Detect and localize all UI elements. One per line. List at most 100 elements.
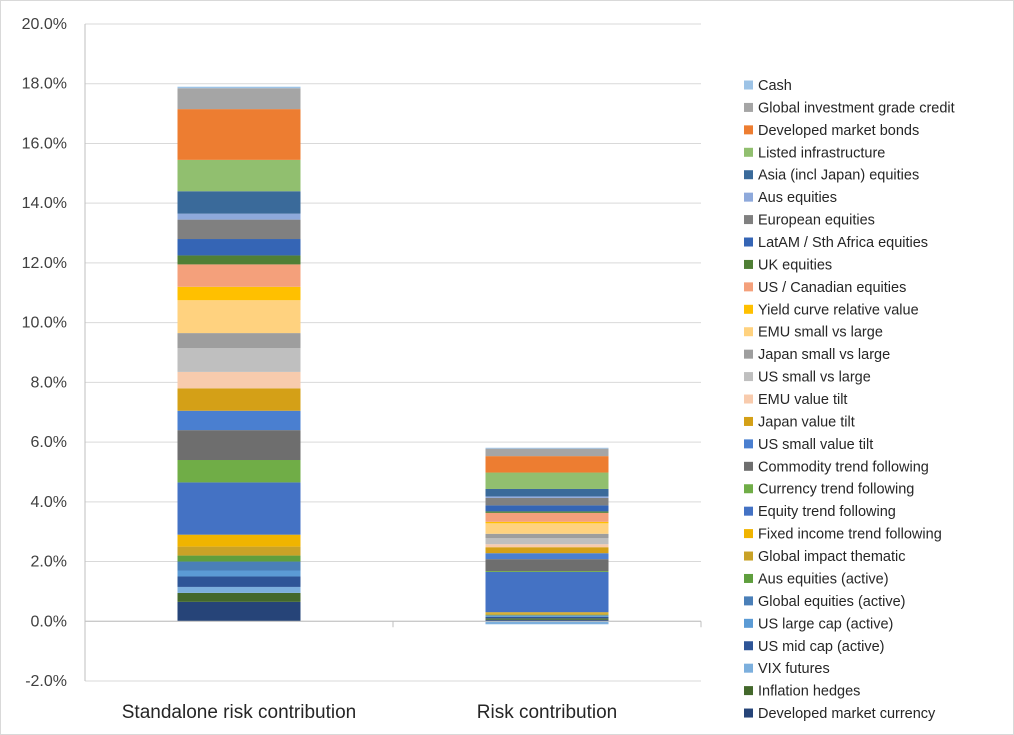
legend-swatch (744, 529, 753, 539)
y-tick-label: 4.0% (31, 494, 67, 511)
legend-label: Aus equities (758, 190, 837, 206)
bar-segment (177, 159, 301, 192)
legend: Cash Global investment grade credit Develo… (744, 78, 955, 722)
legend-label: Equity trend following (758, 504, 896, 520)
legend-swatch (744, 259, 753, 269)
bar-segment (485, 496, 609, 498)
legend-label: LatAM / Sth Africa equities (758, 235, 928, 251)
y-tick-label: 14.0% (22, 195, 67, 212)
axes (84, 24, 702, 681)
bar-segment (485, 488, 609, 497)
bar-segment (485, 559, 609, 572)
legend-swatch (744, 349, 753, 359)
bar-segment (485, 553, 609, 560)
bar-segment (177, 255, 301, 265)
bar-segment (485, 619, 609, 622)
legend-label: Asia (incl Japan) equities (758, 168, 919, 184)
legend-label: Global investment grade credit (758, 100, 955, 116)
bar-segment (485, 621, 609, 625)
bar-segment (485, 544, 609, 548)
y-tick-label: -2.0% (25, 673, 67, 690)
bar-segment (177, 555, 301, 562)
x-category-label: Standalone risk contribution (122, 702, 356, 723)
bar-segment (485, 533, 609, 539)
legend-swatch (744, 708, 753, 718)
bar-segment (177, 191, 301, 214)
bar-segment (485, 497, 609, 506)
bar-segment (177, 213, 301, 220)
bar-segment (485, 613, 609, 615)
legend-swatch (744, 394, 753, 404)
bar-segment (177, 561, 301, 571)
legend-label: US / Canadian equities (758, 280, 906, 296)
legend-label: US mid cap (active) (758, 639, 885, 655)
y-tick-label: 20.0% (22, 16, 67, 33)
bar-segment (177, 586, 301, 593)
bar-segment (485, 571, 609, 572)
legend-label: Developed market bonds (758, 123, 919, 139)
bar-segment (177, 333, 301, 349)
legend-swatch (744, 282, 753, 292)
bar-segment (485, 538, 609, 545)
legend-label: Global equities (active) (758, 594, 906, 610)
bar-segment (177, 482, 301, 535)
bar-segment (485, 618, 609, 620)
bar-segment (177, 460, 301, 483)
legend-label: Listed infrastructure (758, 145, 885, 161)
bar-segment (485, 472, 609, 489)
legend-label: EMU value tilt (758, 392, 847, 408)
legend-swatch (744, 618, 753, 628)
legend-label: Yield curve relative value (758, 302, 919, 318)
legend-label: Aus equities (active) (758, 571, 889, 587)
bar-segment (485, 511, 609, 513)
bar-segment (485, 521, 609, 524)
legend-label: VIX futures (758, 661, 830, 677)
legend-label: US small vs large (758, 370, 871, 386)
bar-segment (485, 456, 609, 473)
legend-swatch (744, 102, 753, 112)
y-tick-label: 2.0% (31, 554, 67, 571)
bar-segment (485, 448, 609, 457)
bar-segment (177, 219, 301, 240)
x-category-label: Risk contribution (477, 702, 617, 723)
legend-label: Japan value tilt (758, 414, 855, 430)
bar-segment (485, 505, 609, 512)
bar-segment (485, 615, 609, 616)
gridlines (85, 23, 701, 682)
bar-segment (485, 614, 609, 616)
bar-segment (177, 371, 301, 389)
bar-segment (177, 601, 301, 622)
legend-swatch (744, 147, 753, 157)
legend-label: Inflation hedges (758, 684, 860, 700)
legend-swatch (744, 663, 753, 673)
bar-segment (485, 615, 609, 617)
bar-segment (177, 576, 301, 587)
y-tick-label: 0.0% (31, 613, 67, 630)
legend-swatch (744, 416, 753, 426)
legend-swatch (744, 506, 753, 516)
legend-label: Developed market currency (758, 706, 936, 722)
legend-label: Global impact thematic (758, 549, 905, 565)
legend-label: Fixed income trend following (758, 527, 942, 543)
legend-swatch (744, 372, 753, 382)
legend-swatch (744, 596, 753, 606)
bar-segment (485, 512, 609, 522)
legend-swatch (744, 125, 753, 135)
legend-swatch (744, 170, 753, 180)
bar-segment (177, 88, 301, 110)
bar-segment (177, 109, 301, 160)
legend-label: Japan small vs large (758, 347, 890, 363)
legend-swatch (744, 551, 753, 561)
bar-segment (485, 547, 609, 554)
bar-segment (177, 546, 301, 556)
legend-label: UK equities (758, 257, 832, 273)
y-tick-label: 18.0% (22, 76, 67, 93)
legend-swatch (744, 484, 753, 494)
legend-swatch (744, 641, 753, 651)
bar-segment (177, 348, 301, 372)
legend-swatch (744, 439, 753, 449)
y-tick-label: 10.0% (22, 315, 67, 332)
legend-label: Cash (758, 78, 792, 94)
